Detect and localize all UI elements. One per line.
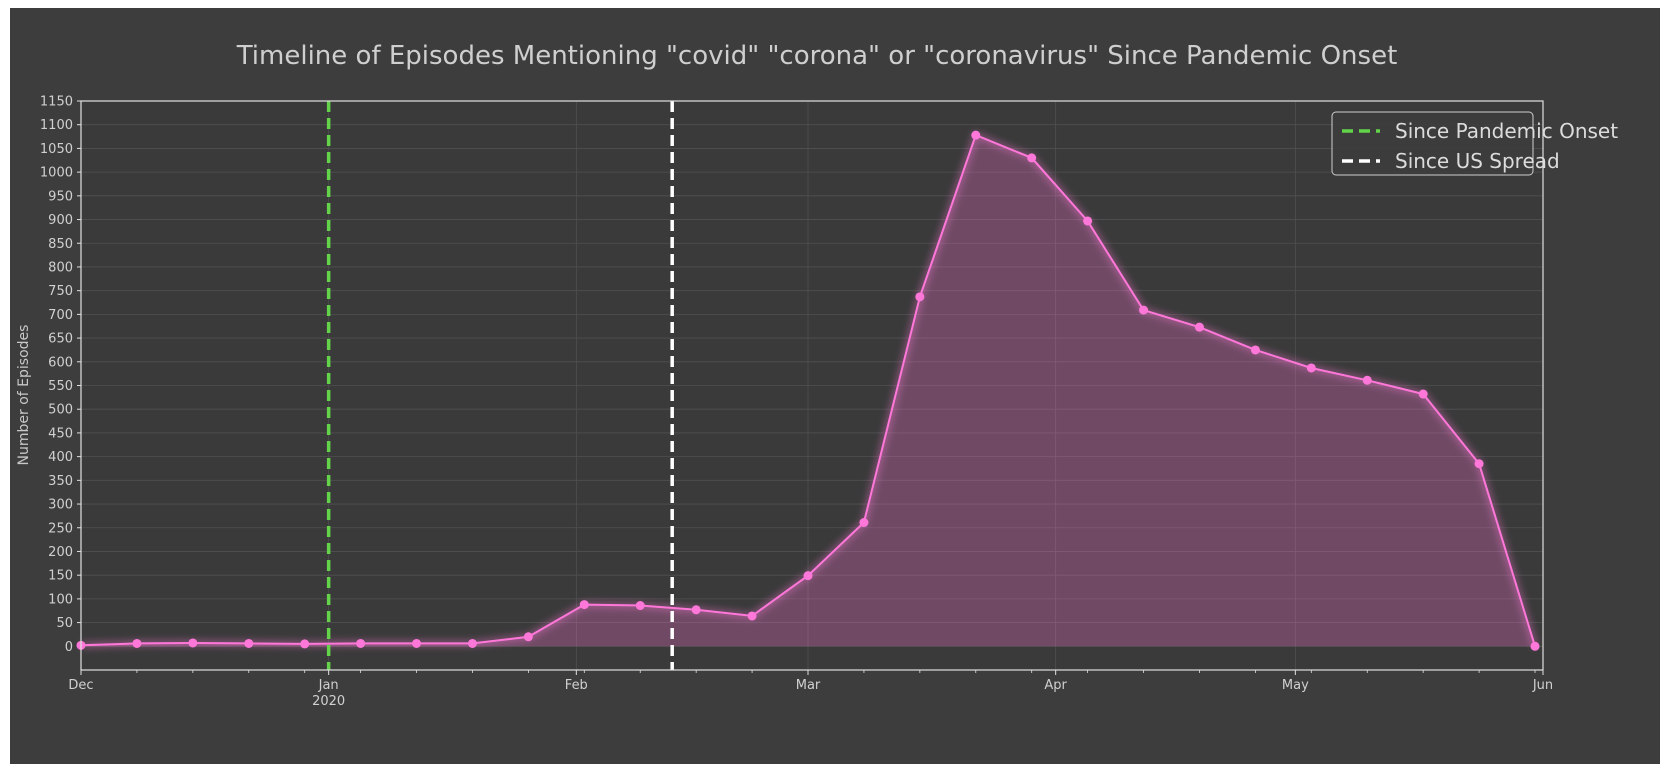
chart-svg: Timeline of Episodes Mentioning "covid" … (16, 41, 1618, 709)
data-point (1027, 153, 1037, 163)
legend-box (1331, 111, 1534, 176)
data-point (803, 571, 813, 581)
data-point (1474, 459, 1484, 469)
y-tick-label: 50 (56, 616, 73, 631)
y-axis-label: Number of Episodes (16, 325, 32, 466)
y-tick-label: 800 (48, 260, 73, 275)
data-point (1139, 305, 1149, 315)
data-point (412, 638, 422, 648)
data-point (971, 130, 981, 140)
data-point (915, 292, 925, 302)
y-tick-label: 150 (48, 569, 73, 584)
data-point (747, 611, 757, 621)
y-tick-label: 600 (48, 355, 73, 370)
chart-title: Timeline of Episodes Mentioning "covid" … (236, 41, 1398, 71)
y-tick-label: 900 (48, 213, 73, 228)
data-point (635, 601, 645, 611)
x-tick-label: May (1282, 678, 1309, 693)
y-tick-label: 750 (48, 284, 73, 299)
data-point (1530, 641, 1540, 651)
y-tick-label: 0 (65, 640, 73, 655)
data-point (859, 518, 869, 528)
data-point (467, 638, 477, 648)
data-point (691, 605, 701, 615)
axes-frame (80, 100, 1544, 671)
data-point (132, 638, 142, 648)
y-tick-label: 1150 (40, 95, 73, 110)
data-point (579, 600, 589, 610)
y-tick-label: 500 (48, 403, 73, 418)
y-tick-label: 850 (48, 237, 73, 252)
y-tick-label: 650 (48, 332, 73, 347)
legend-entry: Since US Spread (1395, 149, 1560, 173)
data-point (1418, 389, 1428, 399)
y-tick-label: 350 (48, 474, 73, 489)
data-point (300, 639, 310, 649)
x-tick-sublabel: 2020 (312, 694, 345, 709)
data-point (1306, 363, 1316, 373)
x-tick-label: Jun (1532, 678, 1553, 693)
series-area (81, 135, 1535, 647)
data-point (1362, 375, 1372, 385)
x-tick-label: Jan (318, 678, 339, 693)
y-tick-label: 1100 (40, 118, 73, 133)
x-tick-label: Mar (796, 678, 821, 693)
y-tick-label: 250 (48, 521, 73, 536)
data-point (188, 638, 198, 648)
data-point (1194, 322, 1204, 332)
y-tick-label: 450 (48, 426, 73, 441)
y-tick-label: 400 (48, 450, 73, 465)
data-point (523, 632, 533, 642)
x-tick-label: Feb (565, 678, 588, 693)
y-tick-label: 100 (48, 592, 73, 607)
chart-figure: Timeline of Episodes Mentioning "covid" … (10, 8, 1660, 764)
y-tick-label: 1050 (40, 142, 73, 157)
data-point (1083, 216, 1093, 226)
x-tick-label: Dec (68, 678, 93, 693)
y-tick-label: 700 (48, 308, 73, 323)
data-point (244, 638, 254, 648)
y-tick-label: 300 (48, 498, 73, 513)
legend-entry: Since Pandemic Onset (1395, 119, 1618, 143)
y-tick-label: 200 (48, 545, 73, 560)
x-tick-label: Apr (1044, 678, 1067, 693)
y-tick-label: 950 (48, 189, 73, 204)
y-tick-label: 550 (48, 379, 73, 394)
data-point (356, 638, 366, 648)
data-point (1250, 345, 1260, 355)
y-tick-label: 1000 (40, 166, 73, 181)
